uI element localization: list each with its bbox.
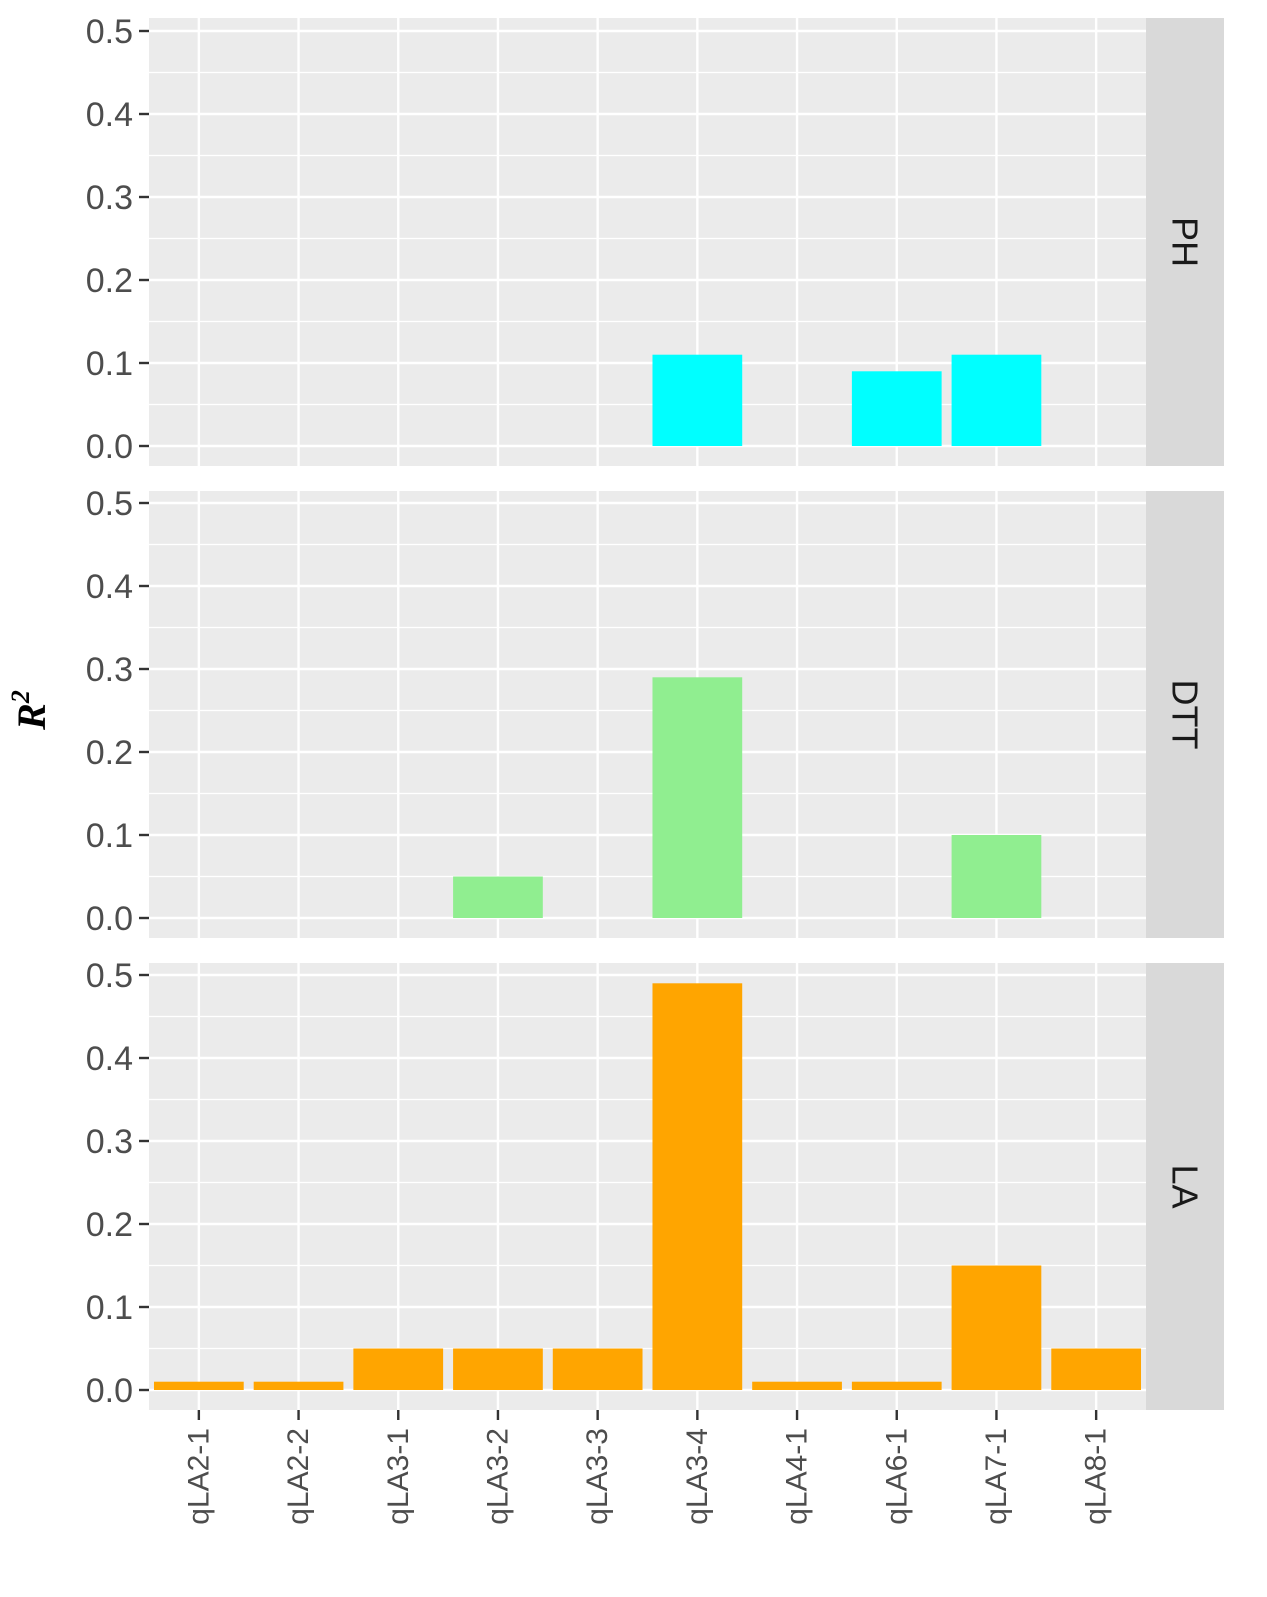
y-axis-title-superscript: 2 — [6, 690, 35, 704]
y-tick-label: 0.5 — [86, 13, 133, 51]
facet-strip-label: DTT — [1165, 680, 1206, 750]
bar-LA-qLA8-1 — [1051, 1348, 1142, 1390]
y-axis-title-base: R — [9, 703, 54, 731]
bar-LA-qLA3-3 — [552, 1348, 643, 1390]
y-tick-label: 0.2 — [86, 262, 133, 300]
x-tick-label: qLA3-4 — [681, 1428, 714, 1525]
y-tick-label: 0.1 — [86, 817, 133, 855]
y-tick-label: 0.0 — [86, 428, 133, 466]
x-tick-label: qLA3-2 — [481, 1428, 514, 1525]
y-axis-title: R2 — [6, 690, 54, 731]
bar-DTT-qLA3-2 — [453, 876, 543, 918]
y-tick-label: 0.5 — [86, 957, 133, 995]
bar-LA-qLA2-1 — [153, 1381, 244, 1390]
bar-DTT-qLA7-1 — [951, 835, 1042, 918]
facet-strip-label: LA — [1165, 1164, 1206, 1208]
x-tick-label: qLA8-1 — [1080, 1428, 1113, 1525]
bar-LA-qLA4-1 — [752, 1381, 842, 1390]
bar-LA-qLA7-1 — [951, 1265, 1042, 1390]
x-tick-label: qLA7-1 — [980, 1428, 1013, 1525]
x-tick-label: qLA3-3 — [581, 1428, 614, 1525]
facet-strip-label: PH — [1165, 217, 1206, 267]
bar-DTT-qLA3-4 — [652, 677, 743, 918]
y-tick-label: 0.2 — [86, 734, 133, 772]
y-tick-label: 0.0 — [86, 1372, 133, 1410]
y-tick-label: 0.1 — [86, 1289, 133, 1327]
x-tick-label: qLA3-1 — [382, 1428, 415, 1525]
bar-LA-qLA3-4 — [652, 983, 743, 1390]
bar-PH-qLA7-1 — [951, 354, 1042, 446]
facet-strip — [1146, 491, 1224, 938]
y-tick-label: 0.0 — [86, 900, 133, 938]
y-tick-label: 0.4 — [86, 1040, 133, 1078]
x-tick-label: qLA6-1 — [880, 1428, 913, 1525]
facet-strip — [1146, 18, 1224, 466]
y-tick-label: 0.4 — [86, 96, 133, 134]
bar-LA-qLA6-1 — [851, 1381, 942, 1390]
bar-LA-qLA3-1 — [353, 1348, 444, 1390]
y-tick-label: 0.3 — [86, 651, 133, 689]
x-tick-label: qLA2-2 — [282, 1428, 315, 1525]
x-tick-label: qLA2-1 — [182, 1428, 215, 1525]
bar-PH-qLA3-4 — [652, 354, 743, 446]
y-tick-label: 0.4 — [86, 568, 133, 606]
bar-LA-qLA3-2 — [453, 1348, 543, 1390]
y-tick-label: 0.3 — [86, 1123, 133, 1161]
bar-LA-qLA2-2 — [253, 1381, 344, 1390]
x-tick-label: qLA4-1 — [781, 1428, 814, 1525]
y-tick-label: 0.2 — [86, 1206, 133, 1244]
facet-strip — [1146, 963, 1224, 1410]
bar-PH-qLA6-1 — [851, 371, 942, 446]
y-tick-label: 0.1 — [86, 345, 133, 383]
y-tick-label: 0.3 — [86, 179, 133, 217]
y-tick-label: 0.5 — [86, 485, 133, 523]
